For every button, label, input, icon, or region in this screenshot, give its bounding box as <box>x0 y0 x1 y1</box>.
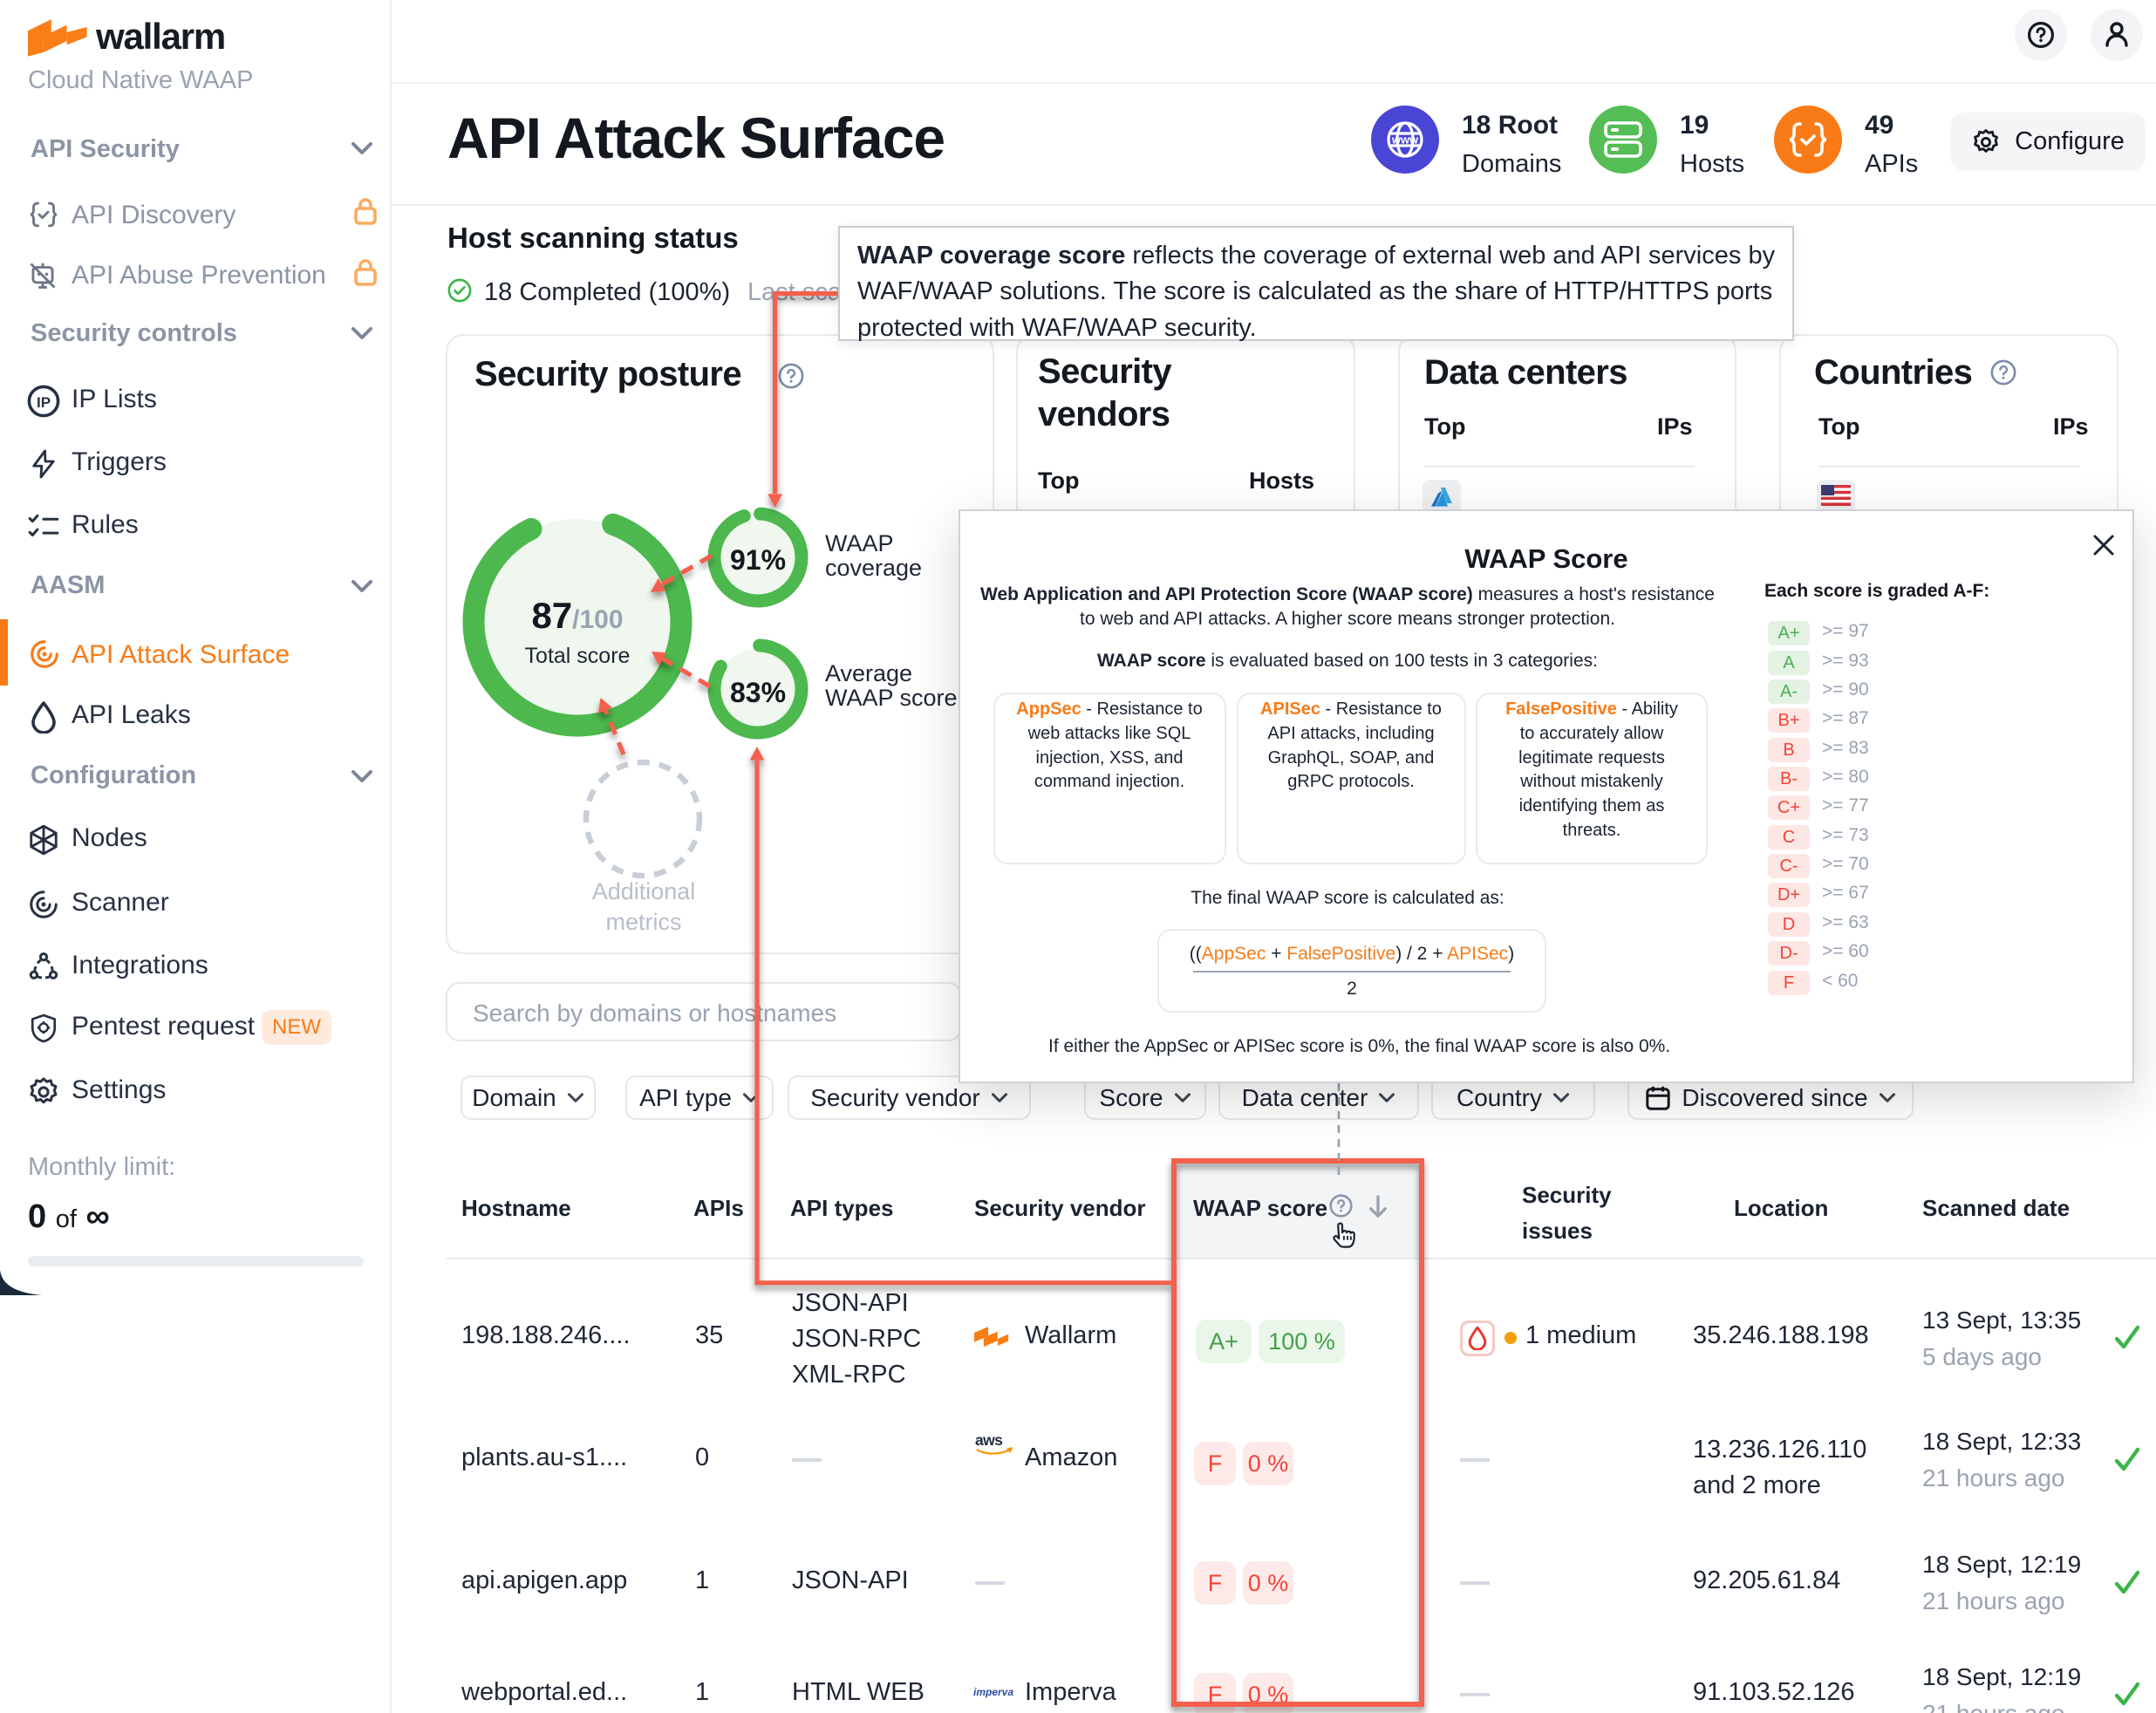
svg-text:imperva: imperva <box>973 1686 1013 1698</box>
svg-text:aws: aws <box>975 1431 1003 1449</box>
svg-text:www: www <box>1391 133 1419 147</box>
svg-text:IP: IP <box>37 394 51 411</box>
